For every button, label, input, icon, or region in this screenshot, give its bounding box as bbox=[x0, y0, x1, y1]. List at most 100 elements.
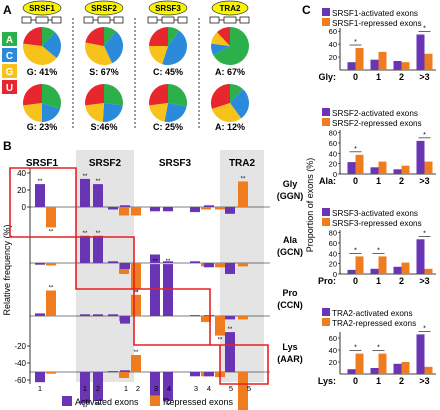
panel-a: A C G U SRSF1 SRSF2 bbox=[2, 0, 250, 132]
exon-box bbox=[97, 16, 111, 24]
bar-repressed bbox=[119, 207, 129, 216]
pie-slice-u bbox=[23, 27, 42, 46]
x-tick-label: 5 bbox=[229, 384, 233, 393]
x-tick-label: 2 bbox=[399, 276, 404, 286]
legend-repressed-label: SRSF3-repressed exons bbox=[332, 219, 422, 228]
significance-marker: ** bbox=[241, 177, 246, 183]
bottom-pie-label: G: 23% bbox=[27, 122, 58, 132]
protein-oval bbox=[22, 0, 62, 16]
exon-box bbox=[223, 16, 237, 24]
pie-top-srsf3 bbox=[149, 27, 187, 65]
y-tick-label: 60 bbox=[329, 334, 337, 343]
panel-c-letter: C bbox=[302, 3, 311, 17]
legend-activated-swatch bbox=[322, 8, 330, 16]
row-label: Gly: bbox=[318, 72, 336, 82]
protein-oval bbox=[84, 0, 124, 16]
legend-activated-swatch bbox=[322, 208, 330, 216]
pie-slice-a bbox=[42, 84, 61, 109]
bar-activated bbox=[163, 261, 173, 263]
x-tick-label: 1 bbox=[376, 276, 381, 286]
significance-marker: ** bbox=[134, 291, 139, 297]
significance-star: * bbox=[423, 230, 426, 237]
exon-box bbox=[113, 16, 124, 24]
bar-repressed bbox=[238, 181, 248, 207]
pie-slice-c bbox=[230, 89, 250, 119]
x-tick-label: 2 bbox=[399, 176, 404, 186]
legend-swatch-c bbox=[2, 48, 17, 62]
bar-repressed bbox=[355, 353, 364, 374]
pie-slice-g bbox=[211, 103, 242, 122]
pie-slice-a bbox=[168, 84, 187, 107]
legend-activated-swatch bbox=[62, 396, 72, 406]
bar-repressed bbox=[46, 207, 56, 228]
significance-star: * bbox=[354, 39, 357, 46]
significance-star: * bbox=[354, 345, 357, 352]
bar-repressed bbox=[401, 165, 410, 174]
bar-repressed bbox=[424, 53, 433, 70]
pie-slice-a bbox=[104, 84, 123, 106]
x-tick-label: >3 bbox=[419, 376, 429, 386]
y-tick-label: 0 bbox=[333, 270, 337, 279]
exon-box bbox=[161, 16, 175, 24]
bar-activated bbox=[370, 59, 379, 70]
bar-activated bbox=[393, 266, 402, 274]
legend-activated-label: SRSF3-activated exons bbox=[332, 209, 418, 218]
exon-box bbox=[147, 16, 158, 24]
bar-activated bbox=[35, 184, 45, 207]
bar-activated bbox=[393, 363, 402, 374]
bar-repressed bbox=[424, 268, 433, 274]
x-tick-label: 1 bbox=[83, 384, 87, 393]
significance-star: * bbox=[423, 325, 426, 332]
top-pie-label: G: 41% bbox=[27, 67, 58, 77]
legend-repressed-swatch bbox=[322, 18, 330, 26]
bar-activated bbox=[150, 264, 160, 316]
pie-slice-a bbox=[42, 27, 56, 46]
row-codon-gly: (GGN) bbox=[277, 191, 304, 201]
legend-activated-swatch bbox=[322, 308, 330, 316]
x-tick-label: 2 bbox=[136, 384, 140, 393]
bar-repressed bbox=[215, 263, 225, 268]
bottom-pie-label: A: 12% bbox=[215, 122, 245, 132]
row-label: Pro: bbox=[318, 276, 336, 286]
pie-slice-g bbox=[23, 103, 42, 122]
highlight-outline bbox=[9, 167, 269, 385]
row-label: Lys: bbox=[318, 376, 336, 386]
significance-star: * bbox=[377, 345, 380, 352]
significance-star: * bbox=[354, 146, 357, 153]
x-tick-label: 0 bbox=[353, 176, 358, 186]
bar-repressed bbox=[424, 366, 433, 374]
bar-activated bbox=[35, 372, 45, 383]
bar-repressed bbox=[378, 161, 387, 174]
pie-slice-c bbox=[164, 103, 187, 122]
row-label-lys: Lys bbox=[282, 342, 297, 352]
exon-box bbox=[209, 16, 220, 24]
bar-activated bbox=[163, 372, 173, 401]
bar-repressed bbox=[131, 207, 141, 216]
legend-repressed-label: Repressed exons bbox=[163, 397, 234, 407]
header-tra2: TRA2 bbox=[229, 158, 256, 169]
significance-marker: ** bbox=[166, 259, 171, 265]
bar-activated bbox=[370, 268, 379, 274]
x-tick-label: 0 bbox=[353, 376, 358, 386]
protein-tra2: TRA2 bbox=[209, 0, 250, 24]
bar-activated bbox=[35, 313, 45, 316]
pie-slice-a bbox=[213, 26, 250, 65]
bar-activated bbox=[347, 369, 356, 374]
x-tick-label: 4 bbox=[207, 384, 211, 393]
y-tick-label: 20 bbox=[329, 260, 337, 269]
exon-box bbox=[51, 16, 62, 24]
significance-marker: ** bbox=[218, 338, 223, 344]
bar-repressed bbox=[131, 355, 141, 372]
panel-b-letter: B bbox=[3, 139, 12, 153]
bar-activated bbox=[163, 264, 173, 316]
protein-label: SRSF1 bbox=[29, 4, 55, 13]
protein-label: SRSF3 bbox=[155, 4, 181, 13]
legend-repressed-swatch bbox=[322, 118, 330, 126]
bar-repressed bbox=[215, 207, 225, 210]
bar-activated bbox=[416, 239, 425, 274]
y-tick-label: 20 bbox=[329, 160, 337, 169]
protein-label: SRSF2 bbox=[91, 4, 117, 13]
